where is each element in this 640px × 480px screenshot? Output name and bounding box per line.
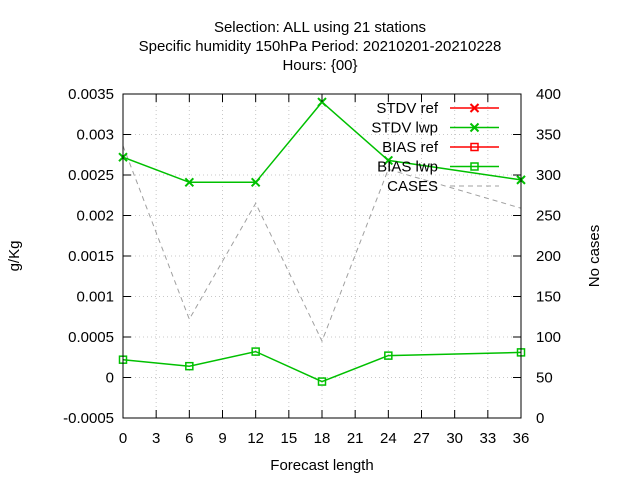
title-line-1: Selection: ALL using 21 stations <box>214 19 426 36</box>
x-tick-label: 3 <box>152 430 160 447</box>
y2-tick-label: 350 <box>536 127 561 144</box>
y-tick-label: -0.0005 <box>63 410 114 427</box>
x-tick-label: 36 <box>513 430 530 447</box>
legend-marker-bias-lwp <box>470 162 479 171</box>
legend-label-bias-lwp: BIAS lwp <box>377 159 438 176</box>
data-point-bias-lwp <box>384 351 393 360</box>
y-tick-label: 0.0035 <box>68 86 114 103</box>
data-point-bias-lwp <box>185 361 194 371</box>
series-line-stdv-lwp <box>122 101 522 184</box>
legend-label-cases: CASES <box>387 178 438 195</box>
y2-tick-label: 150 <box>536 289 561 306</box>
x-tick-label: 6 <box>185 430 193 447</box>
data-point-stdv-lwp <box>184 177 195 187</box>
data-point-bias-lwp <box>317 377 327 386</box>
legend: STDV ref STDV lwp BIAS ref BIAS lwp CASES <box>371 100 499 195</box>
y-axis-label: g/Kg <box>6 241 23 272</box>
x-tick-label: 24 <box>380 430 397 447</box>
legend-label-stdv-ref: STDV ref <box>376 100 439 117</box>
y-tick-label: 0.002 <box>76 208 114 225</box>
x-tick-label: 0 <box>119 430 127 447</box>
series-line-cases <box>122 145 522 343</box>
legend-label-bias-ref: BIAS ref <box>382 139 439 156</box>
legend-marker-stdv-lwp <box>469 122 480 133</box>
title-line-2: Specific humidity 150hPa Period: 2021020… <box>139 38 502 55</box>
ticks <box>122 93 522 419</box>
y-tick-label: 0 <box>106 370 114 387</box>
x-tick-label: 12 <box>247 430 264 447</box>
legend-marker-stdv-ref <box>469 103 480 113</box>
legend-marker-bias-ref <box>470 142 479 152</box>
x-tick-label: 18 <box>314 430 331 447</box>
series-line-bias-lwp <box>122 350 522 383</box>
x-tick-label: 30 <box>446 430 463 447</box>
y2-tick-label: 250 <box>536 208 561 225</box>
y-tick-labels: -0.0005 0 0.0005 0.001 0.0015 0.002 0.0025 0.00… <box>63 86 114 427</box>
y2-tick-label: 400 <box>536 86 561 103</box>
data-point-bias-lwp <box>251 347 260 356</box>
y2-tick-label: 300 <box>536 167 561 184</box>
x-tick-label: 33 <box>479 430 496 447</box>
legend-label-stdv-lwp: STDV lwp <box>371 120 438 137</box>
y-tick-label: 0.001 <box>76 289 114 306</box>
y2-tick-label: 100 <box>536 329 561 346</box>
y2-tick-label: 50 <box>536 370 553 387</box>
y2-tick-labels: 0 50 100 150 200 250 300 350 400 <box>536 86 561 427</box>
x-tick-labels: 0 3 6 9 12 15 18 21 24 27 30 33 36 <box>119 430 530 447</box>
y-tick-label: 0.0005 <box>68 329 114 346</box>
series-layer <box>118 97 526 386</box>
data-point-stdv-lwp <box>250 177 261 187</box>
y-tick-label: 0.0015 <box>68 248 114 265</box>
y2-tick-label: 0 <box>536 410 544 427</box>
title-line-3: Hours: {00} <box>282 57 357 74</box>
y-tick-label: 0.003 <box>76 127 114 144</box>
x-tick-label: 27 <box>413 430 430 447</box>
x-tick-label: 9 <box>218 430 226 447</box>
chart-title: Selection: ALL using 21 stations Specifi… <box>139 19 502 74</box>
y2-axis-label: No cases <box>586 225 603 288</box>
y-tick-label: 0.0025 <box>68 167 114 184</box>
x-tick-label: 15 <box>280 430 297 447</box>
x-axis-label: Forecast length <box>270 457 373 474</box>
data-point-stdv-lwp <box>383 155 394 166</box>
y2-tick-label: 200 <box>536 248 561 265</box>
data-point-stdv-lwp <box>317 97 327 107</box>
x-tick-label: 21 <box>347 430 364 447</box>
grid <box>122 93 522 419</box>
